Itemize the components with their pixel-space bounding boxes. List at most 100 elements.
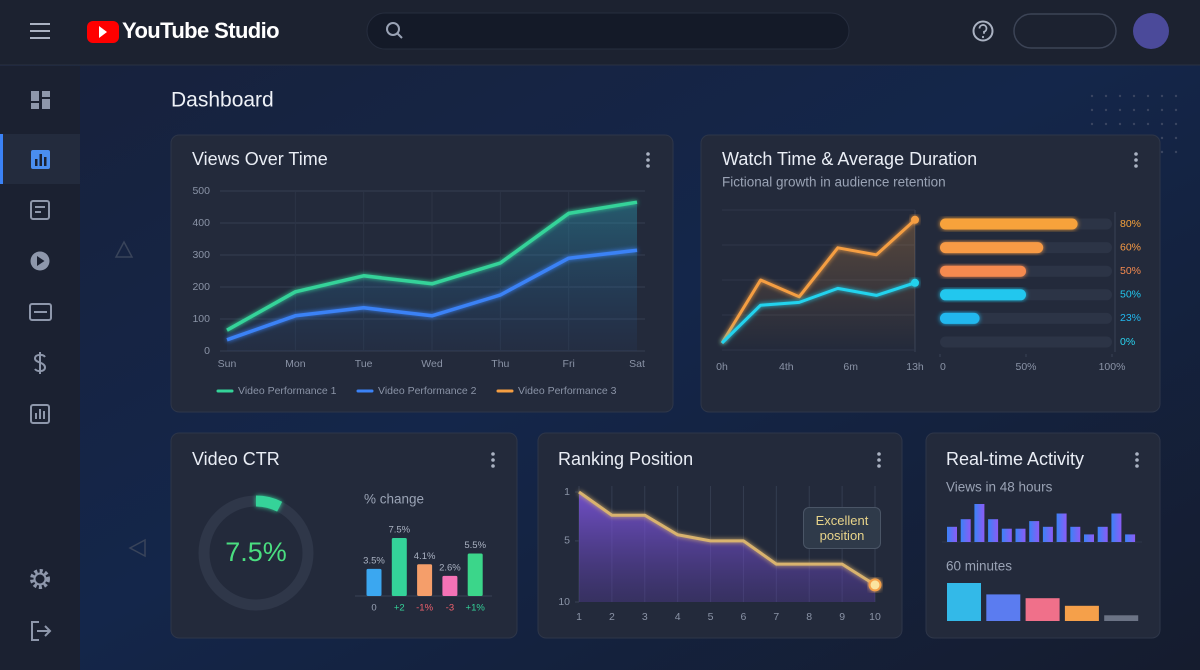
- x-tick-label: 2: [609, 611, 615, 623]
- bar-value-label: 3.5%: [363, 555, 385, 566]
- dot: [1090, 108, 1094, 112]
- bar: [467, 553, 483, 596]
- kebab-dot: [1135, 458, 1139, 462]
- dot: [1132, 122, 1136, 126]
- x-tick-label: 13h: [906, 361, 924, 373]
- y-tick-label: 5: [564, 535, 570, 547]
- create-button[interactable]: [1013, 13, 1117, 49]
- dot: [1174, 122, 1178, 126]
- dot: [1160, 108, 1164, 112]
- bar-value-label: 60%: [1120, 241, 1141, 253]
- dot: [1160, 94, 1164, 98]
- nav-earn[interactable]: [33, 352, 47, 374]
- search-icon: [386, 22, 403, 39]
- kebab-dot: [877, 458, 881, 462]
- series-line: [720, 281, 916, 345]
- x-tick-label: Mon: [285, 358, 306, 370]
- x-tick-label: 6: [741, 611, 747, 623]
- card-title: Views Over Time: [192, 149, 328, 169]
- legend-label: Video Performance 3: [518, 385, 617, 397]
- x-tick-label: Sun: [218, 358, 237, 370]
- x-tick-label: 100%: [1099, 361, 1126, 373]
- donut-arc: [198, 495, 314, 611]
- bar: [1015, 528, 1026, 542]
- menu-button[interactable]: [30, 23, 50, 39]
- sidebar-active-indicator: [0, 134, 3, 184]
- kebab-dot: [646, 152, 650, 156]
- dot: [1104, 108, 1108, 112]
- bar: [391, 538, 407, 596]
- x-tick-label: 50%: [1015, 361, 1036, 373]
- series-line: [578, 490, 876, 587]
- help-button[interactable]: [972, 20, 994, 42]
- kebab-dot: [1135, 452, 1139, 456]
- bar: [974, 504, 985, 542]
- dot: [1174, 136, 1178, 140]
- x-tick-label: Sat: [629, 358, 645, 370]
- dot: [1174, 94, 1178, 98]
- nav-sign-out[interactable]: [31, 621, 52, 641]
- dot: [1132, 94, 1136, 98]
- bar: [1025, 598, 1060, 621]
- y-tick-label: 10: [558, 596, 570, 608]
- bar: [1070, 526, 1081, 542]
- bar: [940, 242, 1044, 254]
- x-tick-label: 3: [642, 611, 648, 623]
- decor-triangle: [114, 240, 134, 258]
- bar: [940, 312, 980, 324]
- bar: [366, 568, 382, 596]
- x-tick-label: 7: [773, 611, 779, 623]
- y-tick-label: 100: [192, 313, 210, 325]
- bar: [940, 265, 1026, 277]
- chart-title: % change: [364, 492, 424, 507]
- series-line: [226, 200, 638, 332]
- kebab-dot: [491, 464, 495, 468]
- nav-analytics[interactable]: [31, 150, 50, 169]
- kebab-dot: [646, 158, 650, 162]
- end-point: [868, 578, 882, 592]
- dot: [1118, 122, 1122, 126]
- dot: [1090, 122, 1094, 126]
- dot: [1146, 122, 1150, 126]
- nav-content[interactable]: [30, 200, 50, 220]
- dot: [1104, 122, 1108, 126]
- logo[interactable]: YouTube Studio: [87, 18, 280, 43]
- nav-settings[interactable]: [30, 569, 50, 589]
- bar: [417, 564, 433, 596]
- x-tick-label: -3: [446, 603, 454, 614]
- y-tick-label: 500: [192, 185, 210, 197]
- y-tick-label: 200: [192, 281, 210, 293]
- bar: [1104, 615, 1139, 621]
- kebab-dot: [1135, 464, 1139, 468]
- bar: [947, 583, 981, 621]
- nav-videos[interactable]: [30, 251, 50, 271]
- x-tick-label: 4th: [779, 361, 794, 373]
- bar: [1097, 526, 1108, 542]
- x-tick-label: Thu: [491, 358, 509, 370]
- bar: [986, 594, 1021, 621]
- avatar[interactable]: [1133, 13, 1169, 49]
- search-bar[interactable]: [366, 12, 850, 50]
- nav-subtitles[interactable]: [29, 303, 52, 321]
- kebab-dot: [1134, 164, 1138, 168]
- bar-value-label: 80%: [1120, 218, 1141, 230]
- dot: [1160, 136, 1164, 140]
- bar: [1111, 513, 1122, 542]
- bar-value-label: 50%: [1120, 265, 1141, 277]
- x-tick-label: 10: [869, 611, 881, 623]
- bar: [1001, 528, 1012, 542]
- dot: [1160, 122, 1164, 126]
- legend-label: Video Performance 1: [238, 385, 337, 397]
- area: [579, 492, 875, 602]
- kebab-dot: [877, 464, 881, 468]
- bar: [1056, 513, 1067, 542]
- series-line: [226, 248, 638, 342]
- bar-value-label: 23%: [1120, 312, 1141, 324]
- bar-value-label: 5.5%: [464, 540, 486, 551]
- bar-value-label: 50%: [1120, 289, 1141, 301]
- series-line: [720, 218, 917, 344]
- nav-reports[interactable]: [30, 404, 50, 424]
- nav-dashboard[interactable]: [31, 91, 50, 109]
